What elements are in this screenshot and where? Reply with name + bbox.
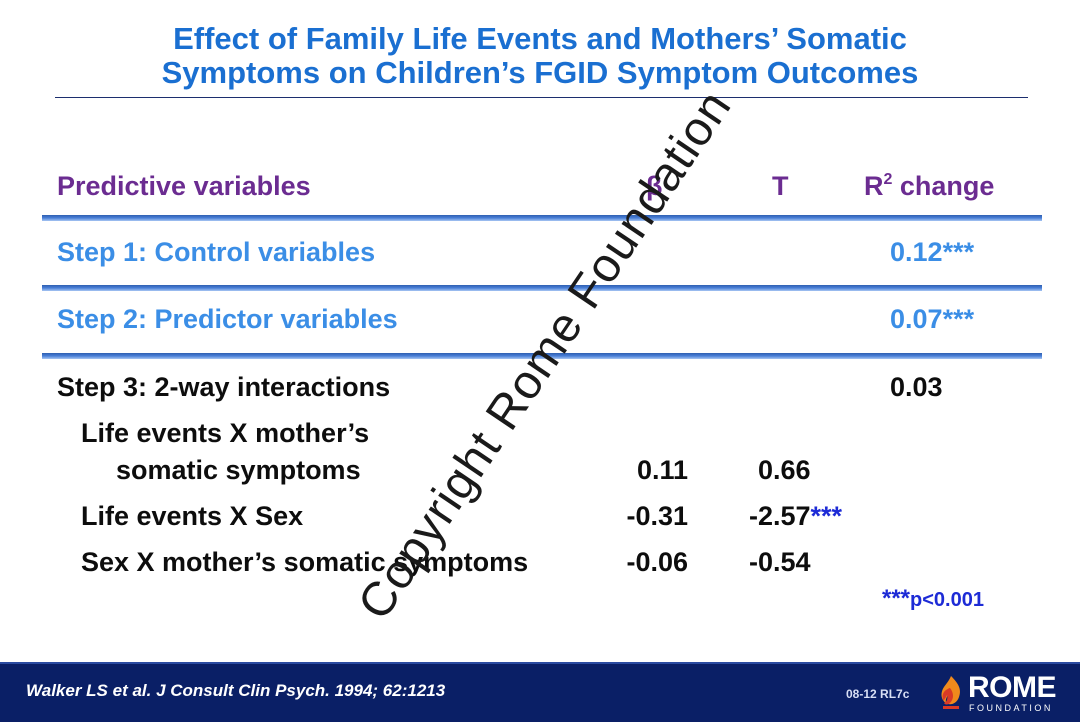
rome-foundation-logo: ROME FOUNDATION [938,672,1068,716]
interaction1-t: 0.66 [758,455,811,485]
interaction3-t: -0.54 [749,547,811,577]
citation: Walker LS et al. J Consult Clin Psych. 1… [26,681,446,700]
footnote-stars: *** [882,585,911,612]
flame-icon [941,676,961,709]
step1-r2-value: 0.12 [890,237,943,267]
interaction2-beta: -0.31 [626,501,688,531]
interaction1-beta: 0.11 [636,455,688,485]
interaction3-label: Sex X mother’s somatic symptoms [81,547,529,577]
interaction3-beta: -0.06 [626,547,688,577]
step2-r2: 0.07*** [890,304,974,335]
header-beta: β [646,171,663,201]
step1-divider [42,285,1042,291]
step2-r2-stars: *** [942,304,975,334]
logo-subtext: FOUNDATION [969,703,1053,713]
header-r2-rest: change [892,171,995,201]
title-divider [55,97,1028,98]
step1-r2: 0.12*** [890,237,974,268]
step2-r2-value: 0.07 [890,304,943,334]
header-r2-sup: 2 [883,171,893,188]
step3-label: Step 3: 2-way interactions [57,372,391,402]
header-predictive-variables: Predictive variables [57,171,311,201]
title-line-1: Effect of Family Life Events and Mothers… [173,21,907,56]
step2-label: Step 2: Predictor variables [57,304,398,334]
slide-title: Effect of Family Life Events and Mothers… [0,22,1080,90]
header-r2-base: R [864,171,884,201]
slide-code: 08-12 RL7c [846,687,910,701]
step1-label: Step 1: Control variables [57,237,376,267]
header-divider [42,215,1042,221]
footer-bar: Walker LS et al. J Consult Clin Psych. 1… [0,662,1080,722]
logo-text: ROME [968,671,1057,704]
interaction1-label-line2: somatic symptoms [116,455,361,485]
interaction2-t: -2.57*** [749,501,842,532]
interaction2-t-value: -2.57 [749,501,811,531]
step2-divider [42,353,1042,359]
significance-footnote: ***p<0.001 [882,585,984,613]
step3-r2: 0.03 [890,372,943,402]
interaction2-label: Life events X Sex [81,501,304,531]
step1-r2-stars: *** [942,237,975,267]
header-r2-change: R2 change [864,171,994,202]
title-line-2: Symptoms on Children’s FGID Symptom Outc… [161,55,919,90]
footnote-text: p<0.001 [910,589,984,611]
interaction1-label-line1: Life events X mother’s [81,418,370,448]
header-t: T [772,171,789,201]
interaction2-t-stars: *** [810,501,843,531]
